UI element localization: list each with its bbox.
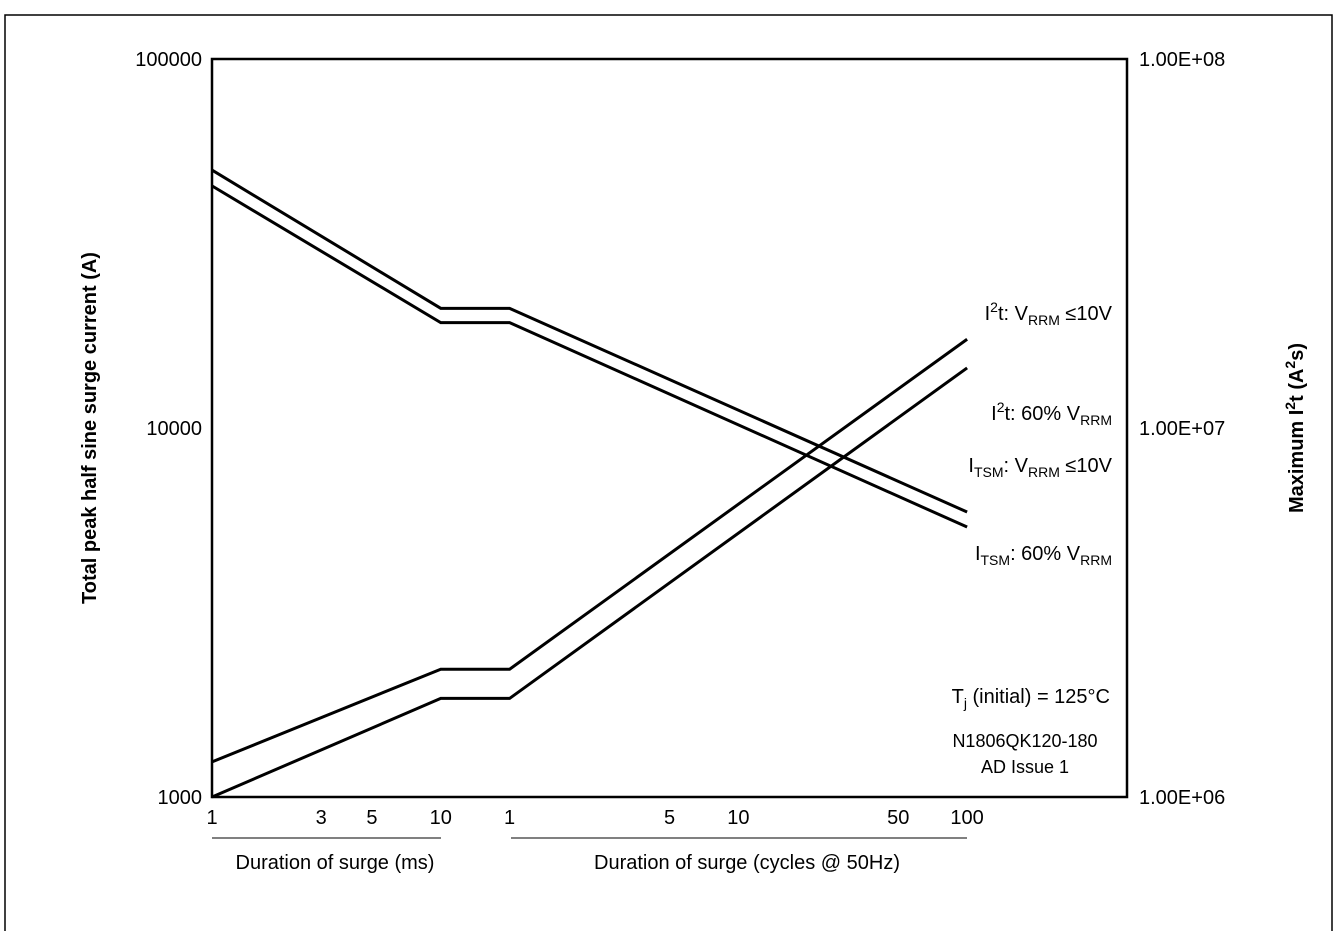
x2-tick-label: 1	[504, 807, 515, 829]
marks	[212, 170, 967, 797]
t: RRM	[1028, 464, 1060, 480]
y2-tick-label: 1.00E+06	[1139, 787, 1225, 809]
y-axis-title: Total peak half sine surge current (A)	[79, 252, 101, 604]
t: s)	[1286, 343, 1308, 361]
t: (initial) = 125°C	[967, 686, 1110, 708]
t: t: 60% V	[1005, 403, 1081, 425]
t: RRM	[1028, 312, 1060, 328]
chart: Total peak half sine surge current (A) M…	[0, 0, 1335, 931]
t: ≤10V	[1060, 455, 1113, 477]
x-tick-label: 5	[366, 807, 377, 829]
series-line	[212, 339, 967, 762]
x2-tick-label: 100	[950, 807, 983, 829]
t: TSM	[981, 552, 1011, 568]
annotation: AD Issue 1	[981, 757, 1069, 777]
t: t (A	[1286, 369, 1308, 402]
t: t: V	[998, 303, 1029, 325]
series-line	[212, 368, 967, 797]
y2-tick-label: 1.00E+07	[1139, 418, 1225, 440]
y2-axis-title: Maximum I2t (A2s)	[1282, 343, 1308, 513]
x-tick-label: 1	[206, 807, 217, 829]
x2-tick-label: 50	[887, 807, 909, 829]
y-tick-label: 1000	[158, 787, 203, 809]
t: 2	[990, 299, 998, 315]
annotation: N1806QK120-180	[952, 731, 1097, 751]
y-tick-label: 10000	[146, 418, 202, 440]
x2-tick-label: 5	[664, 807, 675, 829]
t: RRM	[1080, 552, 1112, 568]
t: ≤10V	[1060, 303, 1113, 325]
t: T	[952, 686, 964, 708]
t: 2	[997, 399, 1005, 415]
annotation: Tj (initial) = 125°C	[952, 686, 1110, 711]
x2-axis-title: Duration of surge (cycles @ 50Hz)	[594, 852, 900, 874]
t: Maximum I	[1286, 410, 1308, 513]
t: : V	[1004, 455, 1029, 477]
t: TSM	[974, 464, 1004, 480]
series-line	[212, 170, 967, 512]
y-tick-label: 100000	[135, 49, 202, 71]
t: : 60% V	[1010, 543, 1081, 565]
t: 2	[1282, 361, 1298, 369]
figure-frame	[5, 15, 1332, 931]
x-tick-label: 3	[316, 807, 327, 829]
y2-tick-label: 1.00E+08	[1139, 49, 1225, 71]
x-tick-label: 10	[430, 807, 452, 829]
x-axis-title: Duration of surge (ms)	[236, 852, 435, 874]
t: 2	[1282, 402, 1298, 410]
x2-tick-label: 10	[727, 807, 749, 829]
t: RRM	[1080, 412, 1112, 428]
